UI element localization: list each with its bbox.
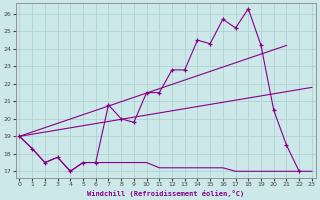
X-axis label: Windchill (Refroidissement éolien,°C): Windchill (Refroidissement éolien,°C) <box>87 190 244 197</box>
